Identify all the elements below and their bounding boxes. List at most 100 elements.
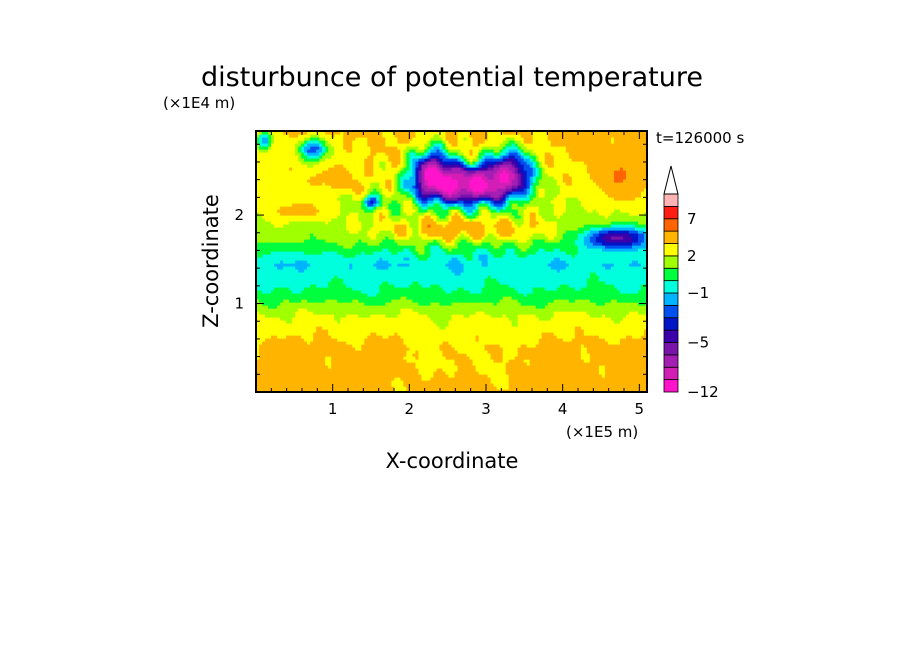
heatmap-cell: [550, 284, 555, 288]
heatmap-cell: [592, 299, 597, 303]
heatmap-cell: [538, 290, 543, 294]
heatmap-cell: [535, 347, 540, 351]
heatmap-cell: [454, 371, 459, 375]
heatmap-cell: [559, 332, 564, 336]
heatmap-cell: [544, 299, 549, 303]
heatmap-cell: [301, 365, 305, 369]
heatmap-cell: [640, 305, 645, 309]
heatmap-cell: [325, 386, 329, 390]
heatmap-cell: [526, 332, 531, 336]
heatmap-cell: [466, 338, 471, 342]
heatmap-cell: [271, 383, 275, 387]
heatmap-cell: [370, 314, 374, 318]
heatmap-cell: [559, 362, 564, 366]
heatmap-cell: [643, 320, 647, 324]
heatmap-cell: [517, 353, 522, 357]
heatmap-cell: [301, 347, 305, 351]
heatmap-cell: [436, 374, 441, 378]
heatmap-cell: [430, 377, 435, 381]
heatmap-cell: [355, 365, 359, 369]
heatmap-cell: [301, 371, 305, 375]
heatmap-cell: [304, 380, 308, 384]
heatmap-cell: [478, 389, 483, 392]
heatmap-cell: [628, 386, 633, 390]
heatmap-cell: [505, 296, 510, 300]
heatmap-cell: [358, 341, 362, 345]
heatmap-cell: [298, 302, 302, 306]
heatmap-cell: [307, 296, 311, 300]
heatmap-cell: [580, 371, 585, 375]
heatmap-cell: [277, 353, 281, 357]
heatmap-cell: [388, 380, 392, 384]
heatmap-cell: [292, 323, 296, 327]
heatmap-cell: [295, 332, 299, 336]
heatmap-cell: [454, 356, 459, 360]
heatmap-cell: [556, 308, 561, 312]
heatmap-cell: [505, 365, 510, 369]
heatmap-cell: [265, 386, 269, 390]
heatmap-cell: [532, 278, 537, 282]
heatmap-cell: [283, 338, 287, 342]
heatmap-cell: [316, 371, 320, 375]
heatmap-cell: [445, 368, 450, 372]
heatmap-cell: [517, 368, 522, 372]
heatmap-cell: [577, 299, 582, 303]
heatmap-cell: [583, 371, 588, 375]
heatmap-cell: [367, 374, 371, 378]
heatmap-cell: [442, 332, 447, 336]
heatmap-cell: [298, 389, 302, 392]
heatmap-cell: [385, 332, 389, 336]
heatmap-cell: [433, 281, 438, 285]
heatmap-cell: [616, 317, 621, 321]
heatmap-cell: [256, 326, 260, 330]
heatmap-cell: [532, 284, 537, 288]
heatmap-cell: [490, 380, 495, 384]
heatmap-cell: [409, 374, 413, 378]
heatmap-cell: [259, 311, 263, 315]
heatmap-cell: [370, 368, 374, 372]
heatmap-cell: [562, 374, 567, 378]
heatmap-cell: [535, 305, 540, 309]
heatmap-cell: [490, 281, 495, 285]
heatmap-cell: [379, 290, 383, 294]
heatmap-cell: [307, 347, 311, 351]
heatmap-cell: [460, 320, 465, 324]
heatmap-cell: [427, 383, 432, 387]
heatmap-cell: [358, 368, 362, 372]
heatmap-cell: [388, 320, 392, 324]
heatmap-cell: [616, 302, 621, 306]
heatmap-cell: [310, 275, 314, 279]
heatmap-cell: [568, 356, 573, 360]
y-axis-label: Z-coordinate: [199, 194, 223, 328]
heatmap-cell: [400, 383, 404, 387]
heatmap-cell: [343, 368, 347, 372]
heatmap-cell: [349, 317, 353, 321]
heatmap-cell: [403, 338, 407, 342]
heatmap-cell: [424, 389, 429, 392]
heatmap-cell: [625, 332, 630, 336]
heatmap-cell: [325, 308, 329, 312]
heatmap-cell: [409, 347, 413, 351]
heatmap-cell: [418, 350, 423, 354]
heatmap-cell: [382, 344, 386, 348]
heatmap-cell: [532, 320, 537, 324]
heatmap-cell: [505, 386, 510, 390]
heatmap-cell: [352, 278, 356, 282]
heatmap-cell: [427, 380, 432, 384]
heatmap-cell: [340, 341, 344, 345]
heatmap-cell: [358, 314, 362, 318]
heatmap-cell: [619, 332, 624, 336]
heatmap-cell: [256, 287, 260, 291]
heatmap-cell: [319, 347, 323, 351]
heatmap-cell: [538, 374, 543, 378]
heatmap-cell: [364, 389, 368, 392]
heatmap-cell: [313, 353, 317, 357]
heatmap-cell: [559, 326, 564, 330]
heatmap-cell: [265, 287, 269, 291]
heatmap-cell: [586, 305, 591, 309]
heatmap-cell: [283, 386, 287, 390]
heatmap-cell: [451, 353, 456, 357]
heatmap-cell: [640, 377, 645, 381]
heatmap-cell: [277, 365, 281, 369]
heatmap-cell: [304, 371, 308, 375]
